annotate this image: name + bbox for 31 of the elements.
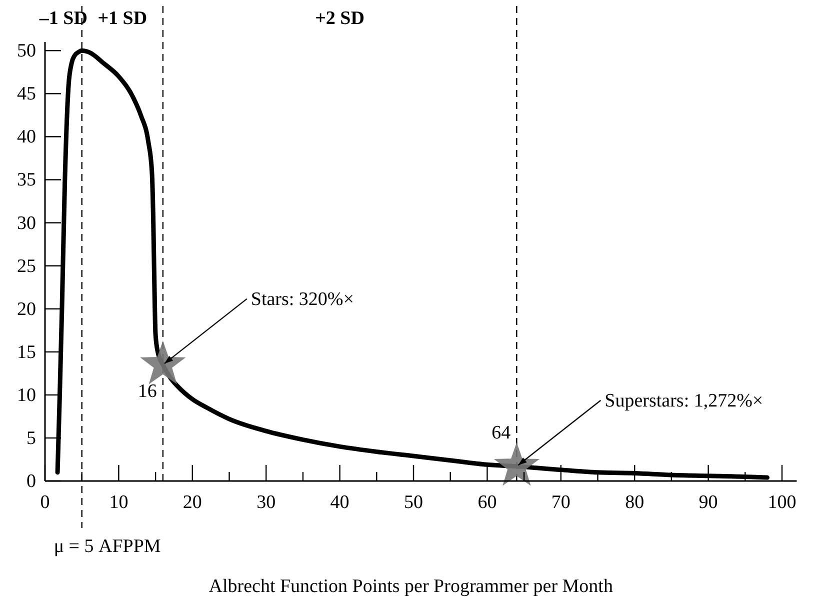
y-tick-label: 10 [17, 384, 36, 406]
annotation: Stars: 320%× [250, 288, 354, 310]
y-tick-label: 15 [17, 342, 36, 363]
x-tick-label: 60 [478, 492, 497, 513]
y-tick-label: 50 [17, 40, 36, 62]
x-tick-label: 20 [182, 492, 202, 513]
ref-line-label: 16 [138, 380, 157, 402]
text: +2 SD [315, 8, 364, 29]
y-tick-label: 25 [17, 256, 36, 277]
ref-line-label: 64 [492, 422, 512, 444]
y-tick-label: 35 [17, 170, 36, 191]
ref-line-label: μ = 5 AFPPM [54, 536, 161, 557]
x-tick-label: 10 [109, 492, 128, 513]
annotation: Superstars: 1,272%× [604, 390, 764, 412]
x-tick-label: 50 [404, 492, 423, 513]
text: +1 SD [98, 8, 148, 29]
y-tick-label: 0 [26, 471, 36, 492]
x-tick-label: 0 [40, 492, 50, 513]
y-tick-label: 30 [17, 212, 36, 234]
y-tick-label: 20 [17, 298, 36, 320]
x-tick-label: 90 [698, 492, 718, 513]
y-tick-label: 45 [17, 84, 36, 105]
x-tick-label: 70 [551, 492, 570, 513]
x-tick-label: 80 [625, 492, 644, 513]
x-tick-label: 40 [330, 492, 350, 513]
text: –1 SD [38, 8, 88, 29]
x-axis-title: Albrecht Function Points per Programmer per Month [208, 576, 614, 597]
x-tick-label: 30 [256, 492, 276, 513]
x-tick-label: 100 [768, 492, 796, 513]
y-tick-label: 40 [17, 126, 36, 148]
y-tick-label: 5 [26, 428, 36, 449]
